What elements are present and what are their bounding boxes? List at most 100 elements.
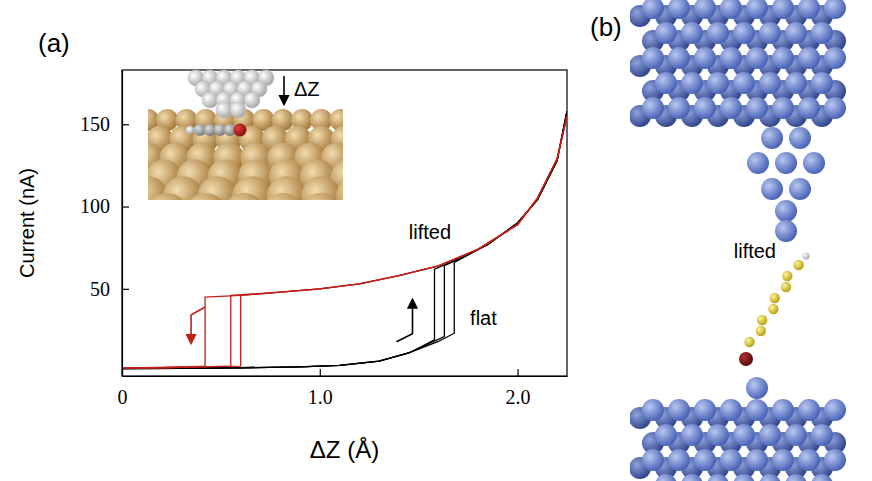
oxygen-atom [234, 124, 247, 137]
slab-atom [772, 97, 794, 119]
surface-atom [299, 193, 343, 200]
x-axis: 0 1.0 2.0 [118, 369, 568, 408]
slab-atom [798, 449, 820, 471]
slab-atom [707, 22, 729, 44]
tip-atom [761, 178, 783, 200]
hydrogen-atom [186, 126, 194, 134]
slab-atom [655, 22, 677, 44]
y-axis: 50100150 [80, 71, 129, 377]
y-axis-line [122, 71, 123, 377]
slab-atom [759, 424, 781, 446]
plot-area [122, 111, 567, 368]
slab-atom [694, 47, 716, 69]
annotation: flat [470, 307, 497, 329]
current-trace [122, 111, 567, 368]
surface-atom [338, 193, 343, 200]
slab-atom [772, 449, 794, 471]
inset: ΔZ [94, 70, 382, 237]
panel-label: (a) [38, 28, 70, 58]
slab-atom [668, 47, 690, 69]
tip-atom [202, 92, 218, 108]
tip-atom [775, 220, 797, 242]
slab-atom [642, 399, 664, 421]
slab-atom [681, 22, 703, 44]
tip-atom [747, 152, 769, 174]
x-tick-label: 0 [118, 386, 128, 408]
slab-atom [772, 399, 794, 421]
slab-atom [824, 0, 846, 19]
current-trace [122, 111, 567, 368]
x-tick-label: 1.0 [308, 386, 333, 408]
x-tick: 1.0 [308, 369, 333, 408]
x-axis-line [123, 376, 568, 377]
slab-atom [746, 449, 768, 471]
slab-atom [642, 47, 664, 69]
slab-atom [655, 474, 677, 481]
x-tick-mark [517, 369, 518, 376]
slab-atom [811, 72, 833, 94]
slab-atom [798, 97, 820, 119]
carbon-atom [744, 337, 754, 347]
slab-atom [733, 474, 755, 481]
slab-atom [759, 474, 781, 481]
slab-atom [720, 399, 742, 421]
tip-atom [775, 152, 797, 174]
direction-arrow [191, 307, 205, 343]
slab-atom [746, 0, 768, 19]
panel-label: (b) [590, 12, 622, 42]
slab-atom [694, 449, 716, 471]
slab-atom [785, 72, 807, 94]
slab-atom [668, 399, 690, 421]
y-tick: 100 [80, 195, 129, 217]
slab-atom [759, 72, 781, 94]
tip-atom [230, 102, 246, 118]
carbon-atom [781, 282, 791, 292]
slab-atom [746, 47, 768, 69]
slab-atom [785, 424, 807, 446]
inset-surface [148, 109, 343, 200]
slab-atom [681, 72, 703, 94]
tip-atom [803, 152, 825, 174]
tip-atom [775, 200, 797, 222]
surface-atom [261, 193, 305, 200]
diagram-label: lifted [734, 240, 776, 262]
x-axis-title: ΔZ (Å) [310, 436, 379, 463]
slab-atom [798, 47, 820, 69]
slab-atom [811, 424, 833, 446]
current-trace [122, 111, 567, 368]
slab-atom [720, 0, 742, 19]
x-tick: 2.0 [506, 369, 531, 408]
current-trace [122, 116, 567, 368]
x-tick-mark [320, 369, 321, 376]
carbon-atom [782, 271, 792, 281]
slab-atom [733, 22, 755, 44]
slab-atom [759, 22, 781, 44]
slab-atom [772, 47, 794, 69]
slab-atom [798, 0, 820, 19]
tip-atom [789, 127, 811, 149]
hydrogen-atom [803, 253, 810, 260]
inset-arrow [283, 76, 285, 104]
slab-atom [707, 72, 729, 94]
slab-atom [746, 399, 768, 421]
surface-atom [184, 193, 228, 200]
slab-atom [733, 72, 755, 94]
slab-atom [772, 0, 794, 19]
inset-label: ΔZ [294, 78, 320, 100]
slab-atom [668, 97, 690, 119]
adatom [746, 377, 768, 399]
slab-atom [655, 72, 677, 94]
diagram: lifted (b) [590, 0, 846, 481]
slab-atom [785, 474, 807, 481]
y-tick-label: 100 [80, 195, 110, 217]
carbon-atom [756, 326, 766, 336]
annotation: lifted [409, 221, 451, 243]
current-trace [122, 116, 567, 368]
carbon-atom [757, 315, 767, 325]
slab-atom [707, 424, 729, 446]
tip-atom [761, 127, 783, 149]
slab-atom [746, 97, 768, 119]
slab-atom [655, 424, 677, 446]
slabs [630, 0, 846, 481]
slab-atom [798, 399, 820, 421]
